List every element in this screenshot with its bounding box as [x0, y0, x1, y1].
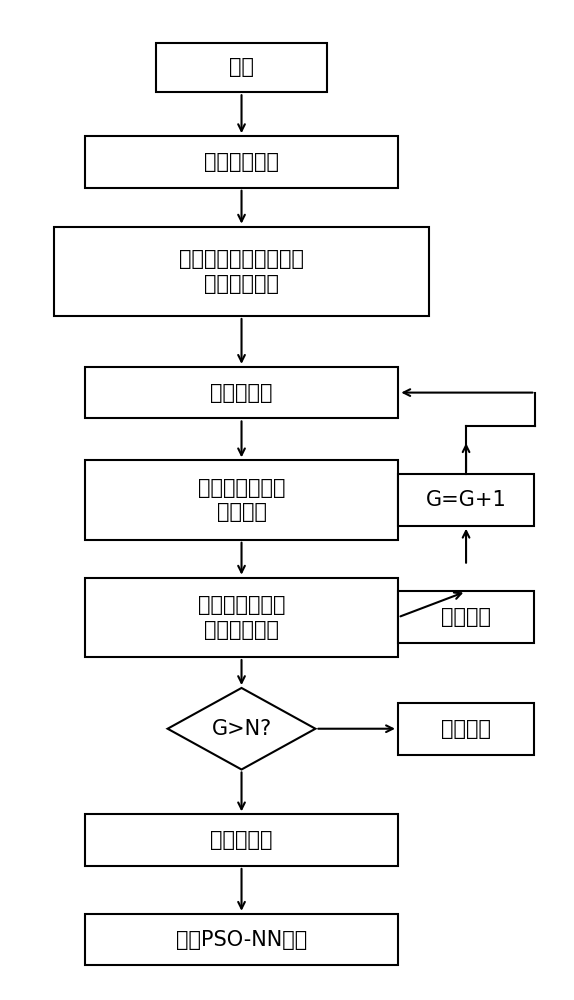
- Text: 建立PSO-NN网络: 建立PSO-NN网络: [176, 930, 307, 950]
- FancyBboxPatch shape: [85, 136, 398, 188]
- Text: 适应度计算: 适应度计算: [210, 383, 273, 403]
- Text: 确定网络结构: 确定网络结构: [204, 152, 279, 172]
- Text: 输出最优解: 输出最优解: [210, 830, 273, 850]
- FancyBboxPatch shape: [398, 474, 534, 526]
- Text: 位置更新: 位置更新: [441, 607, 491, 627]
- FancyBboxPatch shape: [398, 591, 534, 643]
- Text: G>N?: G>N?: [211, 719, 272, 739]
- Text: G=G+1: G=G+1: [426, 490, 506, 510]
- FancyBboxPatch shape: [398, 703, 534, 755]
- Text: 开始: 开始: [229, 57, 254, 77]
- FancyBboxPatch shape: [156, 43, 327, 92]
- FancyBboxPatch shape: [85, 460, 398, 540]
- FancyBboxPatch shape: [85, 367, 398, 418]
- Text: 速度更新: 速度更新: [441, 719, 491, 739]
- Text: 子群个体极值与
全局极值: 子群个体极值与 全局极值: [198, 478, 285, 522]
- FancyBboxPatch shape: [85, 578, 398, 657]
- Text: 主群个体极值与
全局极值更新: 主群个体极值与 全局极值更新: [198, 595, 285, 640]
- Polygon shape: [168, 688, 316, 769]
- Text: 建立粒子与网络的权值
与阈值的映射: 建立粒子与网络的权值 与阈值的映射: [179, 249, 304, 294]
- FancyBboxPatch shape: [85, 914, 398, 965]
- FancyBboxPatch shape: [85, 814, 398, 866]
- FancyBboxPatch shape: [54, 227, 429, 316]
